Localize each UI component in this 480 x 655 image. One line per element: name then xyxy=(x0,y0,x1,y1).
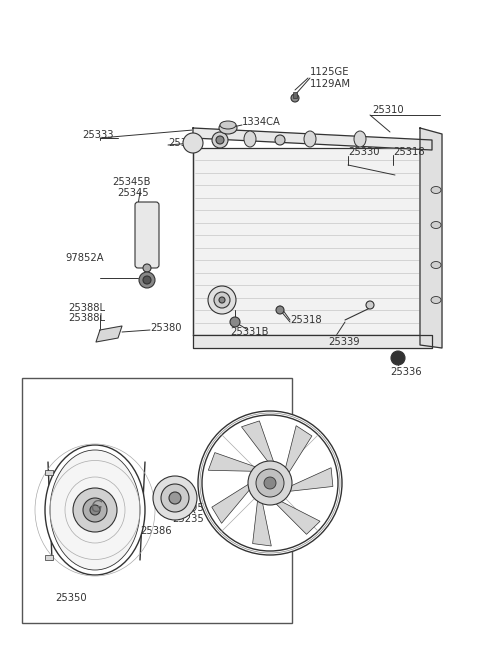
Circle shape xyxy=(366,301,374,309)
Polygon shape xyxy=(241,421,275,466)
Circle shape xyxy=(200,413,340,553)
Circle shape xyxy=(169,492,181,504)
Text: 25310: 25310 xyxy=(372,105,404,115)
Bar xyxy=(45,555,53,560)
Text: 25380: 25380 xyxy=(150,323,181,333)
Text: 25318: 25318 xyxy=(290,315,322,325)
Polygon shape xyxy=(286,468,333,492)
Circle shape xyxy=(216,136,224,144)
Text: 25339: 25339 xyxy=(328,337,360,347)
Polygon shape xyxy=(285,426,312,476)
Ellipse shape xyxy=(431,297,441,303)
Circle shape xyxy=(202,415,338,551)
Circle shape xyxy=(264,477,276,489)
Circle shape xyxy=(139,272,155,288)
Text: 25335: 25335 xyxy=(168,138,200,148)
Circle shape xyxy=(90,505,100,515)
Ellipse shape xyxy=(304,131,316,147)
Circle shape xyxy=(248,461,292,505)
Text: 25231: 25231 xyxy=(222,503,254,513)
Circle shape xyxy=(230,317,240,327)
Bar xyxy=(22,378,292,623)
Ellipse shape xyxy=(431,187,441,193)
Polygon shape xyxy=(420,128,442,348)
Circle shape xyxy=(391,351,405,365)
Circle shape xyxy=(212,132,228,148)
Text: 1129AM: 1129AM xyxy=(310,79,351,89)
Circle shape xyxy=(143,264,151,272)
Polygon shape xyxy=(96,326,122,342)
Ellipse shape xyxy=(244,131,256,147)
Text: 25345B: 25345B xyxy=(112,177,151,187)
Polygon shape xyxy=(273,500,320,534)
FancyBboxPatch shape xyxy=(135,202,159,268)
Circle shape xyxy=(73,488,117,532)
Circle shape xyxy=(198,411,342,555)
Circle shape xyxy=(276,306,284,314)
Bar xyxy=(193,148,432,335)
Text: 25388L: 25388L xyxy=(68,313,105,323)
Text: 25331B: 25331B xyxy=(230,327,268,337)
Polygon shape xyxy=(193,335,432,348)
Circle shape xyxy=(161,484,189,512)
Text: 25336: 25336 xyxy=(390,367,421,377)
Text: 25235: 25235 xyxy=(172,514,204,524)
Ellipse shape xyxy=(354,131,366,147)
Text: 25395: 25395 xyxy=(172,503,204,513)
Text: 25333: 25333 xyxy=(82,130,113,140)
Bar xyxy=(293,92,297,98)
Ellipse shape xyxy=(50,450,140,570)
Text: 1334CA: 1334CA xyxy=(242,117,281,127)
Text: G: G xyxy=(90,500,102,515)
Circle shape xyxy=(183,133,203,153)
Ellipse shape xyxy=(219,122,237,134)
Text: 25345: 25345 xyxy=(117,188,149,198)
Text: 1125GE: 1125GE xyxy=(310,67,349,77)
Circle shape xyxy=(219,297,225,303)
Ellipse shape xyxy=(431,221,441,229)
Text: 25318: 25318 xyxy=(393,147,425,157)
Circle shape xyxy=(256,469,284,497)
Ellipse shape xyxy=(45,445,145,575)
Ellipse shape xyxy=(220,121,236,129)
Text: 25388L: 25388L xyxy=(68,303,105,313)
Ellipse shape xyxy=(431,261,441,269)
Circle shape xyxy=(83,498,107,522)
Polygon shape xyxy=(252,496,271,546)
Circle shape xyxy=(153,476,197,520)
Polygon shape xyxy=(212,482,252,523)
Text: 25350: 25350 xyxy=(55,593,86,603)
Polygon shape xyxy=(193,128,432,150)
Circle shape xyxy=(291,94,299,102)
Text: 97852A: 97852A xyxy=(65,253,104,263)
Circle shape xyxy=(214,292,230,308)
Circle shape xyxy=(208,286,236,314)
Text: 25330: 25330 xyxy=(348,147,380,157)
Circle shape xyxy=(275,135,285,145)
Bar xyxy=(45,470,53,475)
Polygon shape xyxy=(208,453,260,472)
Text: 25386: 25386 xyxy=(140,526,172,536)
Circle shape xyxy=(143,276,151,284)
